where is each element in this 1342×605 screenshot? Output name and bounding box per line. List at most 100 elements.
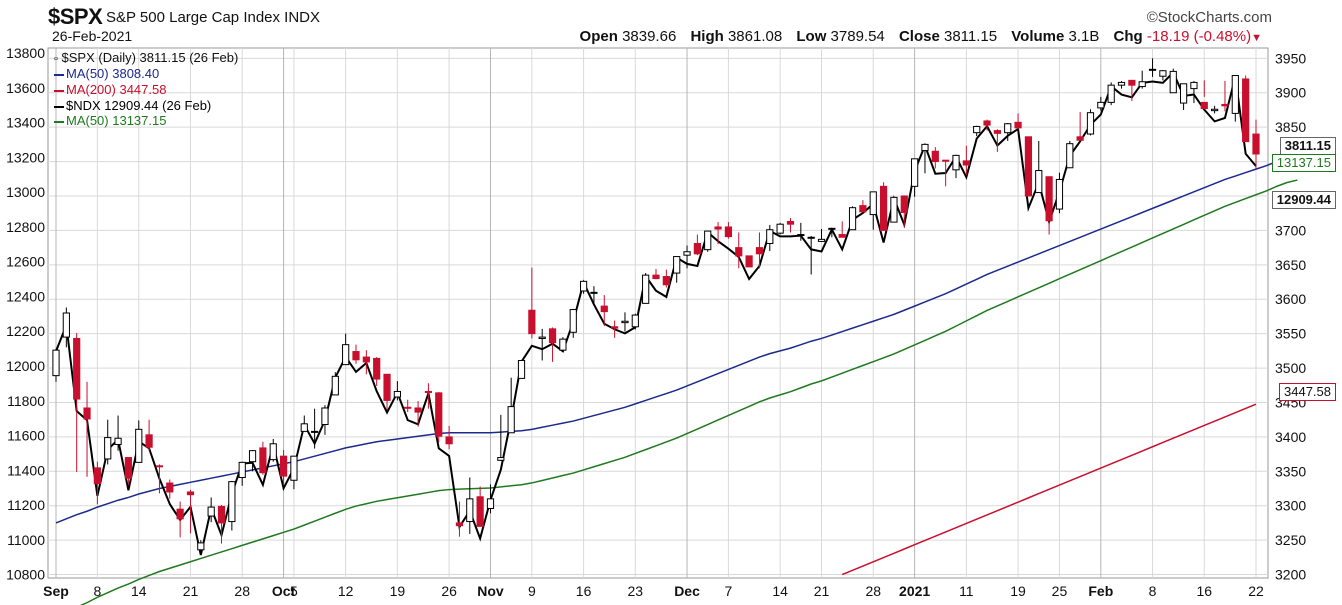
- down-arrow-icon: ▼: [1251, 32, 1262, 44]
- candle-body: [848, 207, 857, 231]
- candle-body: [1221, 103, 1229, 107]
- left-axis-tick: 12000: [6, 358, 45, 374]
- ndx-tag: 12909.44: [1271, 191, 1336, 209]
- candle-body: [693, 242, 701, 255]
- candle-body: [724, 226, 733, 238]
- x-axis-tick: Feb: [1088, 583, 1113, 599]
- left-axis-tick: 11600: [7, 428, 45, 444]
- candle-body: [207, 506, 215, 517]
- x-axis-tick: 12: [338, 583, 354, 599]
- stockcharts-logo[interactable]: ©StockCharts.com: [1146, 9, 1272, 26]
- legend-ma50: MA(50) 3808.40: [54, 66, 159, 82]
- candle-body: [993, 130, 1001, 134]
- candle-body: [176, 508, 184, 520]
- candle-body: [983, 120, 991, 126]
- candle-body: [1014, 121, 1022, 129]
- x-axis-tick: 14: [772, 583, 788, 599]
- left-axis-tick: 12600: [6, 254, 45, 270]
- candle-body: [1138, 81, 1146, 88]
- candle-body: [683, 251, 691, 256]
- candle-body: [921, 143, 929, 152]
- plot-area: [47, 47, 1269, 579]
- candle-body: [704, 230, 712, 251]
- x-axis-tick: 16: [1196, 583, 1212, 599]
- x-axis-tick: Oct: [272, 583, 296, 599]
- candle-body: [1076, 136, 1084, 141]
- candle-body: [383, 373, 391, 401]
- close-price-tag: 3811.15: [1279, 137, 1336, 155]
- candle-body: [631, 314, 639, 328]
- candle-body: [1211, 108, 1219, 112]
- candle-body: [104, 437, 112, 460]
- left-axis-tick: 12800: [6, 219, 45, 235]
- candle-body: [1045, 176, 1053, 222]
- candle-body: [124, 457, 133, 479]
- x-axis-tick: 25: [1052, 583, 1068, 599]
- candle-body: [548, 328, 557, 344]
- candle-body: [807, 236, 815, 239]
- candle-body: [1128, 79, 1136, 86]
- right-axis-tick: 3600: [1275, 291, 1306, 307]
- candle-body: [828, 227, 836, 230]
- ndx-ma50-line: [79, 179, 1298, 605]
- right-axis-tick: 3200: [1275, 567, 1306, 583]
- candle-body: [879, 185, 888, 231]
- candle-body: [517, 359, 526, 379]
- candle-body: [217, 505, 226, 524]
- candle-body: [404, 406, 412, 409]
- x-axis-tick: Nov: [477, 583, 504, 599]
- x-axis-tick: 28: [234, 583, 250, 599]
- candle-body: [590, 291, 598, 294]
- candle-body: [766, 229, 774, 244]
- candle-body: [414, 407, 422, 413]
- candle-body: [1055, 178, 1064, 210]
- chg-label: Chg: [1113, 28, 1143, 45]
- candle-body: [321, 407, 329, 426]
- ndx-ma50-swatch: [54, 120, 64, 123]
- x-axis-tick: 22: [1248, 583, 1264, 599]
- candle-body: [776, 223, 784, 234]
- candle-body: [166, 482, 174, 493]
- candle-body: [817, 238, 826, 242]
- candle-body: [497, 457, 505, 461]
- left-axis-tick: 13200: [6, 149, 45, 165]
- ma200-line: [841, 403, 1257, 576]
- candle-body: [362, 356, 370, 363]
- candle-body: [83, 407, 91, 420]
- x-axis-tick: 5: [290, 583, 298, 599]
- right-axis-tick: 3400: [1275, 429, 1306, 445]
- candle-body: [579, 280, 588, 292]
- volume-label: Volume: [1011, 28, 1065, 45]
- x-axis-tick: 9: [528, 583, 536, 599]
- candle-body: [962, 160, 970, 166]
- candle-body: [1066, 143, 1074, 169]
- candle-body: [424, 390, 433, 393]
- candle-body: [145, 434, 153, 448]
- ma50-swatch: [54, 73, 64, 76]
- candle-body: [642, 274, 650, 304]
- candle-body: [342, 344, 350, 366]
- candle-body: [973, 125, 981, 134]
- candle-body: [279, 455, 288, 477]
- candle-body: [290, 455, 298, 481]
- candle-body: [714, 226, 722, 230]
- candle-body: [155, 465, 164, 468]
- candle-body: [538, 336, 546, 339]
- candle-body: [1159, 70, 1167, 77]
- candle-body: [569, 309, 577, 333]
- candle-body: [259, 447, 267, 474]
- candle-body: [559, 338, 567, 351]
- candle-body: [673, 256, 681, 274]
- candle-body: [1169, 70, 1177, 94]
- candle-body: [931, 150, 939, 163]
- candle-body: [507, 406, 515, 434]
- left-axis-tick: 13000: [6, 184, 45, 200]
- x-axis-tick: 14: [131, 583, 147, 599]
- candle-body: [186, 491, 195, 496]
- candle-body: [869, 191, 877, 216]
- candle-body: [1252, 133, 1260, 155]
- low-label: Low: [796, 28, 827, 45]
- right-axis-tick: 3350: [1275, 463, 1306, 479]
- ohlc-summary: Open 3839.66 High 3861.08 Low 3789.54 Cl…: [580, 28, 1262, 45]
- candle-body: [1024, 136, 1033, 197]
